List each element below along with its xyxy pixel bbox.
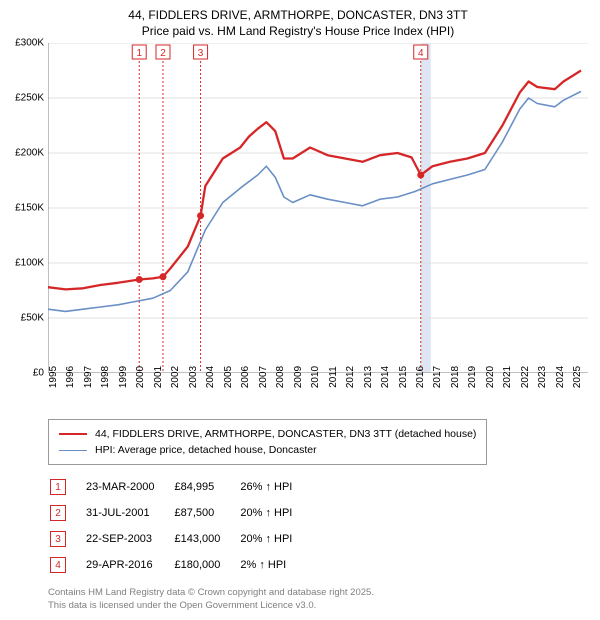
- footer-note: Contains HM Land Registry data © Crown c…: [48, 587, 588, 612]
- event-row: 3 22-SEP-2003£143,00020% ↑ HPI: [50, 527, 310, 551]
- event-row: 2 31-JUL-2001£87,50020% ↑ HPI: [50, 501, 310, 525]
- x-tick-label: 2022: [520, 366, 531, 388]
- event-number-box: 4: [50, 557, 66, 573]
- x-tick-label: 1996: [65, 366, 76, 388]
- event-row: 4 29-APR-2016£180,0002% ↑ HPI: [50, 553, 310, 577]
- legend-swatch: [59, 450, 87, 451]
- x-tick-label: 2002: [170, 366, 181, 388]
- x-tick-label: 2012: [345, 366, 356, 388]
- x-tick-label: 2008: [275, 366, 286, 388]
- footer-line2: This data is licensed under the Open Gov…: [48, 600, 588, 612]
- event-delta: 20% ↑ HPI: [240, 501, 310, 525]
- event-price: £84,995: [174, 475, 238, 499]
- x-tick-label: 2009: [293, 366, 304, 388]
- event-delta: 2% ↑ HPI: [240, 553, 310, 577]
- x-tick-label: 2013: [363, 366, 374, 388]
- x-tick-label: 2003: [188, 366, 199, 388]
- event-price: £180,000: [174, 553, 238, 577]
- x-tick-label: 2007: [258, 366, 269, 388]
- event-date: 23-MAR-2000: [86, 475, 172, 499]
- legend-swatch: [59, 433, 87, 435]
- event-number-box: 2: [50, 505, 66, 521]
- title-line2: Price paid vs. HM Land Registry's House …: [8, 24, 588, 40]
- event-delta: 26% ↑ HPI: [240, 475, 310, 499]
- x-tick-label: 2020: [485, 366, 496, 388]
- x-axis-labels: 1995199619971998199920002001200220032004…: [48, 373, 588, 413]
- event-price: £143,000: [174, 527, 238, 551]
- svg-text:3: 3: [198, 48, 204, 59]
- chart-container: 44, FIDDLERS DRIVE, ARMTHORPE, DONCASTER…: [0, 0, 600, 620]
- y-tick-label: £200K: [15, 148, 44, 159]
- x-tick-label: 2005: [223, 366, 234, 388]
- event-date: 22-SEP-2003: [86, 527, 172, 551]
- x-tick-label: 2024: [555, 366, 566, 388]
- chart-title: 44, FIDDLERS DRIVE, ARMTHORPE, DONCASTER…: [8, 8, 588, 39]
- legend-row: 44, FIDDLERS DRIVE, ARMTHORPE, DONCASTER…: [59, 426, 476, 442]
- chart-area: £0£50K£100K£150K£200K£250K£300K 1234 199…: [8, 43, 588, 413]
- event-number-box: 3: [50, 531, 66, 547]
- event-price: £87,500: [174, 501, 238, 525]
- x-tick-label: 2001: [153, 366, 164, 388]
- x-tick-label: 1999: [118, 366, 129, 388]
- x-tick-label: 1995: [48, 366, 59, 388]
- legend-label: HPI: Average price, detached house, Donc…: [95, 444, 317, 456]
- svg-text:4: 4: [418, 48, 424, 59]
- footer-line1: Contains HM Land Registry data © Crown c…: [48, 587, 588, 599]
- event-date: 29-APR-2016: [86, 553, 172, 577]
- svg-text:1: 1: [136, 48, 142, 59]
- y-tick-label: £100K: [15, 258, 44, 269]
- legend-row: HPI: Average price, detached house, Donc…: [59, 442, 476, 458]
- title-line1: 44, FIDDLERS DRIVE, ARMTHORPE, DONCASTER…: [8, 8, 588, 24]
- y-tick-label: £150K: [15, 203, 44, 214]
- event-date: 31-JUL-2001: [86, 501, 172, 525]
- x-tick-label: 2010: [310, 366, 321, 388]
- event-row: 1 23-MAR-2000£84,99526% ↑ HPI: [50, 475, 310, 499]
- plot-svg: 1 2 3 4: [48, 43, 588, 373]
- svg-text:2: 2: [160, 48, 166, 59]
- x-tick-label: 2006: [240, 366, 251, 388]
- y-axis-labels: £0£50K£100K£150K£200K£250K£300K: [8, 43, 48, 373]
- x-tick-label: 1997: [83, 366, 94, 388]
- x-tick-label: 2004: [205, 366, 216, 388]
- x-tick-label: 2014: [380, 366, 391, 388]
- y-tick-label: £300K: [15, 38, 44, 49]
- x-tick-label: 2011: [328, 366, 339, 388]
- x-tick-label: 2021: [502, 366, 513, 388]
- x-tick-label: 2016: [415, 366, 426, 388]
- x-tick-label: 2025: [572, 366, 583, 388]
- x-tick-label: 2018: [450, 366, 461, 388]
- x-tick-label: 2023: [537, 366, 548, 388]
- x-tick-label: 2000: [135, 366, 146, 388]
- y-tick-label: £50K: [21, 313, 44, 324]
- y-tick-label: £250K: [15, 93, 44, 104]
- event-delta: 20% ↑ HPI: [240, 527, 310, 551]
- x-tick-label: 2015: [398, 366, 409, 388]
- x-tick-label: 2017: [432, 366, 443, 388]
- x-tick-label: 1998: [100, 366, 111, 388]
- event-number-box: 1: [50, 479, 66, 495]
- legend-label: 44, FIDDLERS DRIVE, ARMTHORPE, DONCASTER…: [95, 428, 476, 440]
- legend-box: 44, FIDDLERS DRIVE, ARMTHORPE, DONCASTER…: [48, 419, 487, 465]
- y-tick-label: £0: [33, 368, 44, 379]
- x-tick-label: 2019: [467, 366, 478, 388]
- events-table: 1 23-MAR-2000£84,99526% ↑ HPI 2 31-JUL-2001…: [48, 473, 312, 579]
